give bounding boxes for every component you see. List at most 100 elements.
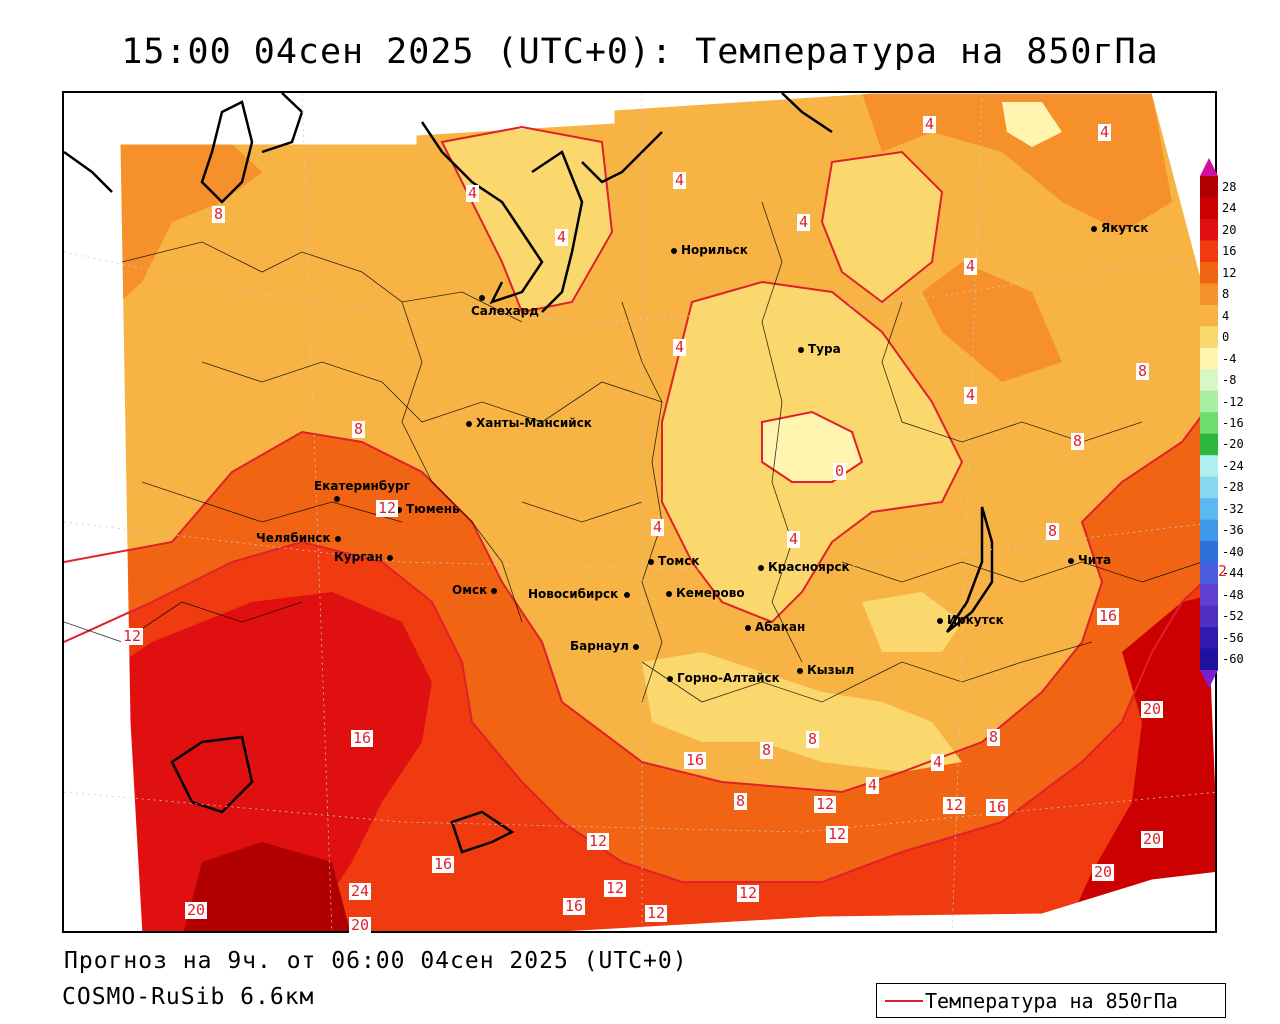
isoline-label: 4 [651,518,665,536]
colorbar-segment [1200,304,1218,327]
colorbar-segment [1200,498,1218,521]
legend-line-swatch [885,1000,923,1002]
city-khanty-mansiysk: Ханты-Мансийск [466,416,592,430]
colorbar-segment [1200,197,1218,220]
colorbar-tick-label: -32 [1222,501,1244,516]
city-irkutsk: Иркутск [937,613,1004,627]
colorbar-tick-label: -24 [1222,458,1244,473]
city-marker [479,294,485,301]
isoline-label: 8 [1071,432,1085,450]
isoline-label: 4 [555,228,569,246]
isoline-label: 16 [432,855,455,873]
city-marker [386,554,393,561]
isoline-label: 16 [563,897,586,915]
colorbar-segment [1200,390,1218,413]
city-abakan: Абакан [745,620,805,634]
city-gorno-altaysk: Горно-Алтайск [667,671,780,685]
colorbar-tick-label: -20 [1222,437,1244,452]
colorbar-segment [1200,605,1218,628]
city-tura: Тура [798,342,841,356]
colorbar-segment [1200,218,1218,241]
city-marker [937,617,943,624]
city-barnaul: Барнаул [570,639,643,653]
colorbar-tick-label: -8 [1222,373,1237,388]
colorbar-segment [1200,562,1218,585]
model-name: COSMO-RuSib 6.6км [62,984,315,1010]
city-marker [745,624,751,631]
colorbar-segment [1200,541,1218,564]
temperature-map [64,93,1215,931]
isoline-label: 8 [1136,362,1150,380]
city-kemerovo: Кемерово [666,586,745,600]
map-frame [62,91,1217,933]
colorbar-segment [1200,261,1218,284]
isoline-label: 20 [185,901,208,919]
city-marker [648,558,654,565]
colorbar-segment [1200,240,1218,263]
city-tomsk: Томск [648,554,700,568]
city-marker [666,590,672,597]
isoline-label: 4 [466,184,480,202]
isoline-label: 16 [986,798,1009,816]
city-marker [758,564,764,571]
colorbar-tick-label: -16 [1222,416,1244,430]
isoline-label: 8 [806,730,820,748]
isoline-label: 8 [212,205,226,223]
colorbar-tick-label: 8 [1222,287,1230,302]
city-marker [624,591,631,598]
isoline-label: 8 [1046,522,1060,540]
city-marker [466,420,472,427]
city-marker [1068,557,1074,564]
isoline-label: 4 [673,171,687,189]
isoline-label: 12 [645,904,668,922]
colorbar-top-arrow [1200,158,1218,176]
colorbar-segment [1200,412,1218,435]
colorbar-tick-label: 12 [1222,265,1237,280]
isoline-label: 24 [349,882,372,900]
isoline-label: 12 [121,627,144,645]
city-marker [491,587,498,594]
city-omsk: Омск [452,583,501,597]
city-marker [671,247,677,254]
city-chelyabinsk: Челябинск [256,531,345,545]
city-marker [396,506,402,513]
colorbar-tick-label: 20 [1222,222,1237,237]
isoline-label: 4 [787,530,801,548]
colorbar-tick-label: -52 [1222,609,1244,624]
city-marker [1091,225,1097,232]
colorbar-bottom-arrow [1200,670,1218,688]
isoline-label: 12 [737,884,760,902]
city-marker [334,495,340,502]
isoline-label: 4 [797,213,811,231]
isoline-label: 16 [351,729,374,747]
colorbar-tick-label: 4 [1222,308,1230,323]
colorbar-segment [1200,648,1218,671]
isoline-label: 20 [349,916,372,934]
city-marker [632,643,639,650]
colorbar-segment [1200,584,1218,607]
colorbar-segment [1200,176,1218,198]
city-norilsk: Норильск [671,243,748,257]
colorbar-tick-label: -12 [1222,394,1244,409]
colorbar-tick-label: 16 [1222,244,1237,259]
isoline-label: 12 [604,879,627,897]
city-salekhard-label: Салехард [471,304,539,318]
colorbar-segment [1200,455,1218,478]
isoline-label: 16 [684,751,707,769]
colorbar-tick-label: -40 [1222,544,1244,559]
isoline-label: 16 [1097,607,1120,625]
isoline-label: 8 [987,728,1001,746]
city-krasnoyarsk: Красноярск [758,560,850,574]
colorbar-segment [1200,433,1218,456]
city-novosibirsk: Новосибирск [528,587,634,601]
colorbar-segment [1200,369,1218,392]
isoline-label: 4 [673,338,687,356]
city-salekhard [479,290,489,304]
isoline-label: 4 [964,257,978,275]
city-marker [667,675,673,682]
colorbar-tick-label: 28 [1222,179,1237,194]
city-yekaterinburg [334,491,344,505]
forecast-info: Прогноз на 9ч. от 06:00 04сен 2025 (UTC+… [64,948,688,974]
colorbar-segment [1200,627,1218,650]
legend-box: Температура на 850гПа [876,983,1226,1018]
